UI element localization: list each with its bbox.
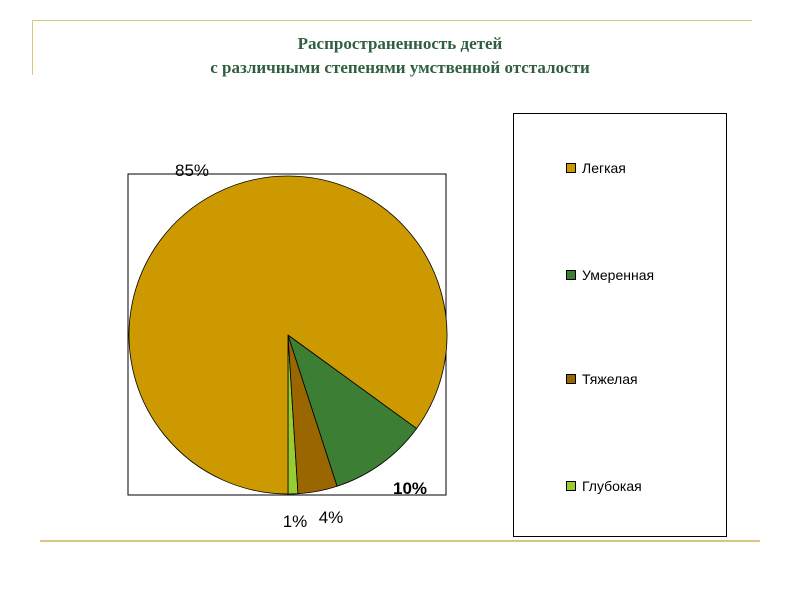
- legend-swatch-2: [566, 270, 576, 280]
- pie-data-label-4: 1%: [283, 512, 308, 531]
- legend-label-4: Глубокая: [582, 478, 642, 494]
- pie-data-label-1: 85%: [175, 161, 209, 180]
- pie-slices: [128, 175, 448, 495]
- chart-legend: Легкая Умеренная Тяжелая Глубокая: [513, 113, 727, 537]
- legend-label-1: Легкая: [582, 160, 626, 176]
- decorative-bottom-line: [40, 540, 760, 542]
- pie-slice-1: [128, 175, 448, 495]
- pie-data-labels: 1% 4% 10% 85%: [175, 161, 427, 531]
- legend-swatch-1: [566, 163, 576, 173]
- slide-title: Распространенность детей с различными ст…: [60, 32, 740, 80]
- pie-slice-2: [287, 333, 418, 487]
- legend-label-3: Тяжелая: [582, 371, 638, 387]
- legend-label-2: Умеренная: [582, 267, 655, 283]
- decorative-top-line: [32, 20, 752, 21]
- pie-data-label-3: 4%: [319, 508, 344, 527]
- legend-swatch-4: [566, 481, 576, 491]
- slide-title-line-1: Распространенность детей: [297, 34, 503, 53]
- legend-item-2: Умеренная: [566, 267, 654, 283]
- decorative-left-line: [32, 20, 33, 75]
- slide-title-line-2: с различными степенями умственной отстал…: [210, 58, 590, 77]
- pie-data-label-2: 10%: [393, 479, 427, 498]
- legend-item-3: Тяжелая: [566, 371, 638, 387]
- legend-swatch-3: [566, 374, 576, 384]
- legend-item-4: Глубокая: [566, 478, 642, 494]
- legend-item-1: Легкая: [566, 160, 626, 176]
